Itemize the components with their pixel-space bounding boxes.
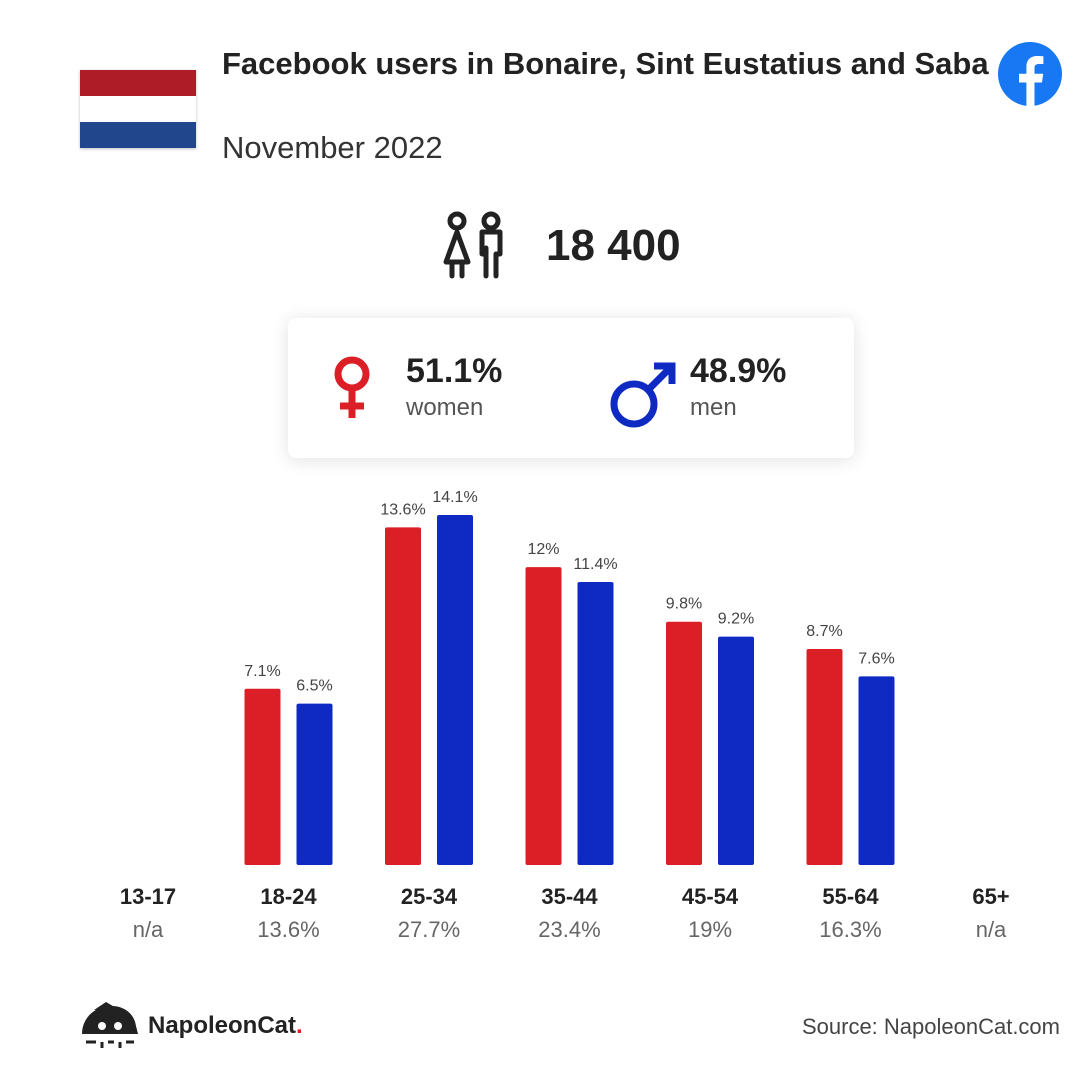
data-label-women-18-24: 7.1% — [244, 663, 280, 680]
chart-subtitle: November 2022 — [222, 130, 443, 165]
brand-name: NapoleonCat — [148, 1012, 297, 1039]
age-gender-bar-chart: 7.1% 6.5% 13.6% 14.1% 12% 11.4% 9.8% 9.2% 8.7% 7.… — [244, 489, 895, 865]
male-symbol-icon — [610, 362, 676, 428]
data-label-women-45-54: 9.8% — [666, 596, 702, 613]
data-label-women-35-44: 12% — [527, 541, 559, 558]
age-group-total: n/a — [975, 917, 1007, 942]
men-label: men — [690, 394, 737, 421]
bar-men-18-24 — [296, 703, 333, 865]
age-group-total: 27.7% — [397, 917, 461, 942]
women-label: women — [406, 394, 484, 421]
flag-stripe-red — [80, 70, 196, 96]
napoleoncat-brand: NapoleonCat. — [148, 1012, 303, 1040]
age-group-label: 18-24 — [260, 884, 317, 909]
age-group-label: 65+ — [972, 884, 1010, 909]
women-percent: 51.1% — [406, 352, 503, 390]
source-text: Source: NapoleonCat.com — [801, 1014, 1060, 1039]
age-group-label: 55-64 — [822, 884, 879, 909]
facebook-icon — [998, 42, 1062, 106]
age-group-total: 13.6% — [257, 917, 320, 942]
flag-stripe-blue — [80, 122, 196, 148]
data-label-men-25-34: 14.1% — [432, 489, 477, 506]
bar-men-35-44 — [577, 582, 614, 865]
country-flag-icon — [80, 70, 196, 148]
data-label-women-25-34: 13.6% — [380, 501, 425, 518]
brand-dot: . — [296, 1012, 303, 1039]
data-label-men-35-44: 11.4% — [573, 556, 617, 573]
napoleoncat-logo-icon — [82, 1002, 138, 1048]
bar-women-35-44 — [525, 567, 562, 865]
gender-split-card — [288, 318, 854, 458]
bar-men-25-34 — [437, 515, 473, 865]
bar-women-55-64 — [806, 649, 843, 865]
bar-women-25-34 — [385, 527, 421, 865]
data-label-men-45-54: 9.2% — [718, 611, 754, 628]
people-icon — [443, 211, 503, 279]
age-group-label: 45-54 — [681, 884, 739, 909]
data-label-men-18-24: 6.5% — [296, 678, 332, 695]
age-group-label: 25-34 — [400, 884, 458, 909]
bar-men-45-54 — [718, 636, 754, 865]
bar-women-18-24 — [244, 688, 281, 865]
age-group-total: n/a — [132, 917, 164, 942]
age-group-label: 35-44 — [541, 884, 598, 909]
age-group-label: 13-17 — [119, 884, 177, 909]
female-symbol-icon — [334, 356, 370, 418]
age-group-total: 19% — [687, 917, 733, 942]
flag-stripe-white — [80, 96, 196, 122]
age-group-total: 23.4% — [538, 917, 601, 942]
total-users: 18 400 — [440, 210, 681, 282]
age-group-total: 16.3% — [819, 917, 882, 942]
total-users-value: 18 400 — [546, 221, 681, 270]
men-percent: 48.9% — [690, 352, 787, 390]
data-label-men-55-64: 7.6% — [858, 650, 894, 667]
bar-men-55-64 — [858, 676, 895, 865]
data-label-women-55-64: 8.7% — [806, 623, 842, 640]
chart-title: Facebook users in Bonaire, Sint Eustatiu… — [222, 46, 989, 81]
bar-women-45-54 — [666, 621, 702, 865]
